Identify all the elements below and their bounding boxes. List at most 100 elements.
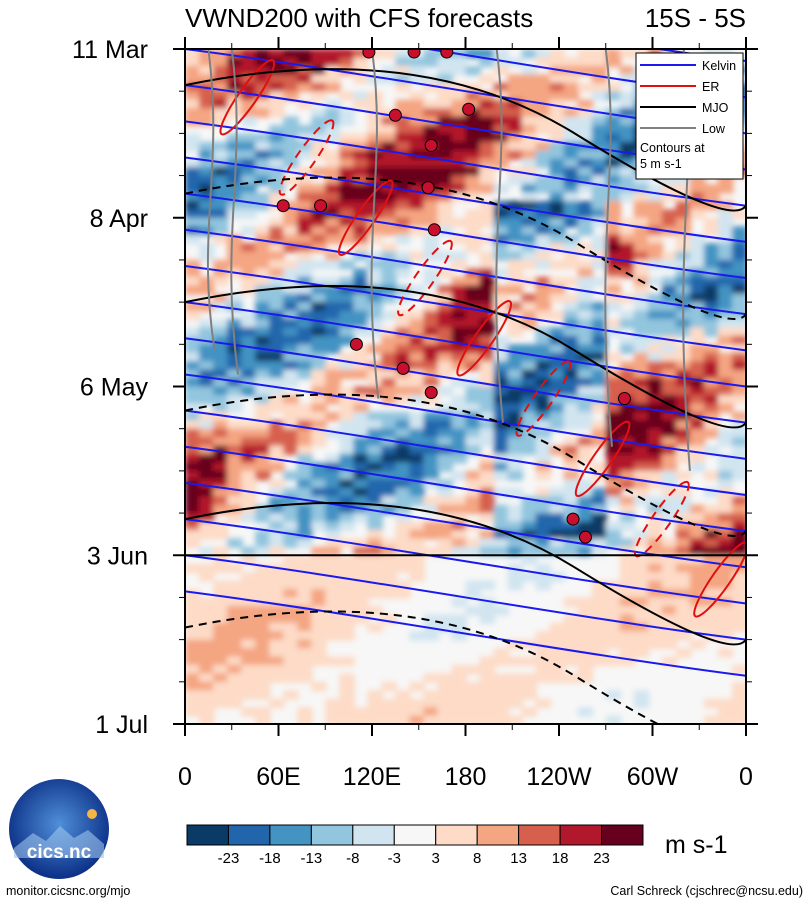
- kelvin-contour: [185, 409, 746, 496]
- colorbar-swatch: [393, 824, 437, 846]
- x-tick-label: 120W: [526, 763, 592, 791]
- kelvin-contour: [185, 120, 746, 207]
- colorbar-unit: m s-1: [665, 831, 728, 859]
- y-axis: 11 Mar 8 Apr 6 May 3 Jun 1 Jul: [72, 36, 758, 739]
- mjo-contour: [185, 68, 746, 212]
- x-tick-label: 60E: [256, 763, 300, 791]
- colorbar-swatch: [601, 824, 644, 846]
- footer-author: Carl Schreck (cjschrec@ncsu.edu): [610, 884, 803, 898]
- colorbar-label: 8: [473, 850, 481, 867]
- chart-region: 15S - 5S: [645, 3, 746, 33]
- colorbar-label: 3: [432, 850, 440, 867]
- kelvin-contour: [185, 264, 746, 352]
- cyclone-marker: [427, 223, 441, 237]
- mjo-contour: [185, 502, 746, 646]
- colorbar-label: -3: [388, 850, 401, 867]
- er-contour: [693, 541, 746, 618]
- mjo-contour: [185, 176, 746, 320]
- chart-title: VWND200 with CFS forecasts: [185, 3, 533, 33]
- low-contour: [370, 49, 380, 399]
- er-contour: [278, 119, 335, 196]
- cics-logo: cics.nc: [9, 779, 109, 879]
- colorbar-label: -13: [301, 850, 323, 867]
- colorbar-swatch: [435, 824, 478, 846]
- kelvin-contour: [185, 337, 746, 424]
- x-tick-label: 60W: [627, 763, 679, 791]
- cyclone-marker: [617, 392, 631, 406]
- cyclone-marker: [314, 199, 328, 213]
- kelvin-contour: [185, 373, 746, 460]
- wind-shading: [185, 49, 746, 724]
- x-tick-label: 120E: [343, 763, 401, 791]
- low-contour: [495, 49, 504, 423]
- legend-box: [635, 52, 744, 180]
- cyclone-marker: [388, 108, 402, 122]
- er-contour: [574, 420, 631, 498]
- cyclone-markers: [276, 49, 631, 544]
- cyclone-marker: [440, 49, 454, 59]
- cyclone-marker: [566, 512, 580, 526]
- cyclone-marker: [396, 361, 410, 375]
- y-tick-label: 8 Apr: [90, 205, 148, 233]
- logo-mountains: [14, 826, 104, 858]
- er-contour: [515, 360, 572, 437]
- kelvin-contour: [185, 518, 746, 605]
- er-contour: [456, 300, 513, 377]
- colorbar-swatch: [352, 824, 395, 846]
- x-tick-label: 0: [178, 763, 192, 791]
- kelvin-contour: [185, 481, 746, 569]
- logo-sun: [87, 809, 97, 819]
- colorbar: -23 -18 -13 -8 -3 3 8 13 18 23: [186, 824, 644, 867]
- colorbar-label: 18: [552, 850, 569, 867]
- legend-note-line2: 5 m s-1: [640, 157, 682, 171]
- colorbar-label: -18: [259, 850, 281, 867]
- cyclone-marker: [462, 102, 476, 116]
- cyclone-marker: [578, 530, 592, 544]
- colorbar-swatch: [310, 824, 354, 846]
- colorbar-swatch: [227, 824, 271, 846]
- colorbar-label: 13: [510, 850, 527, 867]
- colorbar-swatch: [476, 824, 520, 846]
- mjo-contour: [185, 285, 746, 429]
- legend-label-mjo: MJO: [702, 101, 729, 115]
- cyclone-marker: [421, 181, 435, 195]
- colorbar-label: -23: [218, 850, 240, 867]
- logo-text: cics.nc: [27, 842, 92, 863]
- colorbar-swatch: [269, 824, 312, 846]
- kelvin-contour: [185, 554, 746, 641]
- mjo-contour: [185, 393, 746, 537]
- footer-url[interactable]: monitor.cicsnc.org/mjo: [6, 884, 131, 898]
- legend-label-low: Low: [702, 122, 726, 136]
- x-tick-label: 0: [739, 763, 753, 791]
- y-tick-label: 1 Jul: [95, 711, 148, 739]
- y-tick-label: 3 Jun: [87, 542, 148, 570]
- y-tick-label: 11 Mar: [72, 36, 148, 64]
- kelvin-contour: [185, 192, 746, 280]
- legend-label-er: ER: [702, 80, 719, 94]
- legend: Kelvin ER MJO Low Contours at 5 m s-1: [635, 52, 744, 180]
- colorbar-swatch: [559, 824, 603, 846]
- er-contour: [397, 239, 453, 317]
- mjo-contour: [185, 610, 660, 724]
- cyclone-marker: [407, 49, 421, 59]
- x-tick-label: 180: [445, 763, 487, 791]
- low-contour: [206, 49, 216, 351]
- kelvin-contour: [185, 228, 746, 316]
- x-axis: 0 60E 120E 180 120W 60W 0: [178, 37, 753, 791]
- colorbar-swatch: [186, 824, 229, 846]
- cyclone-marker: [362, 49, 376, 59]
- kelvin-contour: [185, 156, 746, 243]
- colorbar-label: -8: [346, 850, 359, 867]
- legend-label-kelvin: Kelvin: [702, 59, 736, 73]
- kelvin-contour: [185, 590, 746, 677]
- cyclone-marker: [276, 199, 290, 213]
- colorbar-swatch: [518, 824, 561, 846]
- low-contour: [604, 49, 613, 447]
- er-contour: [219, 58, 276, 136]
- cyclone-marker: [424, 386, 438, 400]
- low-contour: [230, 49, 239, 375]
- kelvin-contour: [651, 49, 746, 63]
- legend-note-line1: Contours at: [640, 141, 705, 155]
- y-tick-label: 6 May: [80, 374, 149, 402]
